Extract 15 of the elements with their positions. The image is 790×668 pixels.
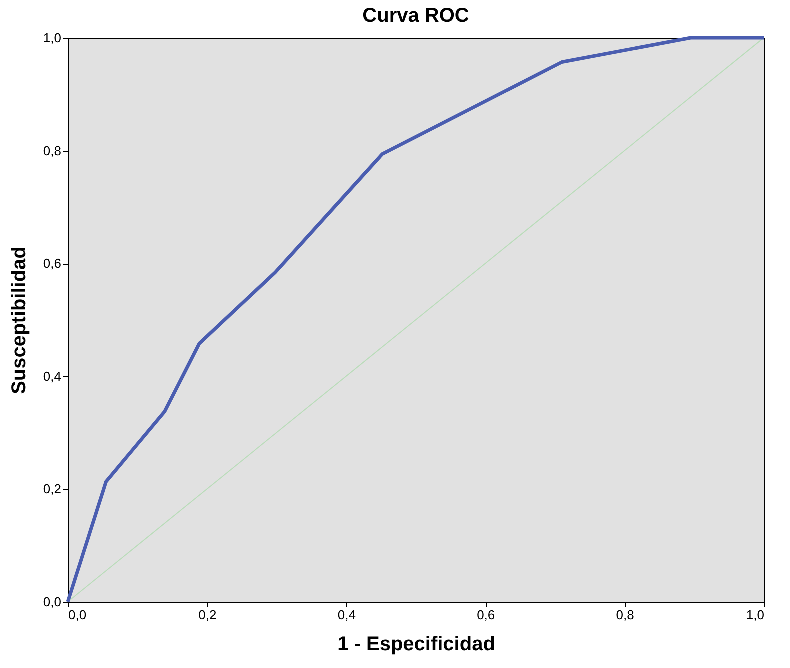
x-tick-label: 0,8 <box>616 608 634 622</box>
x-tick-label: 1,0 <box>746 608 764 622</box>
x-tick-label: 0,0 <box>68 608 87 622</box>
y-tick-label: 0,8 <box>43 143 62 158</box>
y-tick-label: 1,0 <box>43 30 62 46</box>
x-tick-label: 0,2 <box>198 608 217 622</box>
x-axis-title: 1 - Especificidad <box>338 634 496 656</box>
y-axis-title: Susceptibilidad <box>8 246 30 394</box>
chart-title: Curva ROC <box>362 5 470 27</box>
y-tick-label: 0,6 <box>43 256 62 272</box>
x-tick-label: 0,6 <box>477 608 496 622</box>
y-tick-label: 0,0 <box>43 594 62 610</box>
y-tick-label: 0,2 <box>43 482 62 497</box>
y-tick-label: 0,4 <box>43 368 62 384</box>
x-tick-label: 0,4 <box>338 608 356 622</box>
